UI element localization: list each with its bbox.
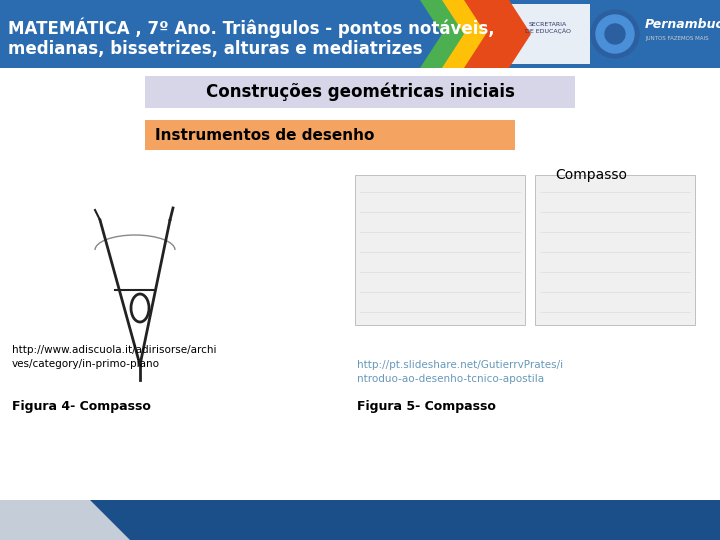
Bar <box>505 4 590 64</box>
Text: SECRETARIA
DE EDUCAÇÃO: SECRETARIA DE EDUCAÇÃO <box>525 22 571 34</box>
Text: http://pt.slideshare.net/GutierrvPrates/i: http://pt.slideshare.net/GutierrvPrates/… <box>357 360 563 370</box>
Text: Pernambuco: Pernambuco <box>645 18 720 31</box>
Text: Figura 4- Compasso: Figura 4- Compasso <box>12 400 151 413</box>
Bar <box>145 76 575 108</box>
Text: Construções geométricas iniciais: Construções geométricas iniciais <box>206 83 514 102</box>
Bar <box>535 175 695 325</box>
Polygon shape <box>464 0 531 68</box>
Text: ves/category/in-primo-piano: ves/category/in-primo-piano <box>12 359 160 369</box>
Polygon shape <box>442 0 519 68</box>
Circle shape <box>596 15 634 53</box>
Polygon shape <box>90 500 720 540</box>
Text: Figura 5- Compasso: Figura 5- Compasso <box>357 400 496 413</box>
Bar <box>355 175 525 325</box>
Text: Compasso: Compasso <box>555 168 627 182</box>
Text: medianas, bissetrizes, alturas e mediatrizes: medianas, bissetrizes, alturas e mediatr… <box>8 40 423 58</box>
Text: ntroduo-ao-desenho-tcnico-apostila: ntroduo-ao-desenho-tcnico-apostila <box>357 374 544 384</box>
Circle shape <box>605 24 625 44</box>
Ellipse shape <box>131 294 149 322</box>
Polygon shape <box>0 500 170 540</box>
Text: Instrumentos de desenho: Instrumentos de desenho <box>155 127 374 143</box>
Text: http://www.adiscuola.it/adirisorse/archi: http://www.adiscuola.it/adirisorse/archi <box>12 345 217 355</box>
Bar <box>145 120 515 150</box>
Circle shape <box>591 10 639 58</box>
Text: MATEMÁTICA , 7º Ano. Triângulos - pontos notáveis,: MATEMÁTICA , 7º Ano. Triângulos - pontos… <box>8 18 495 38</box>
Polygon shape <box>420 0 507 68</box>
Text: JUNTOS FAZEMOS MAIS: JUNTOS FAZEMOS MAIS <box>645 36 708 41</box>
Bar <box>0 0 720 68</box>
